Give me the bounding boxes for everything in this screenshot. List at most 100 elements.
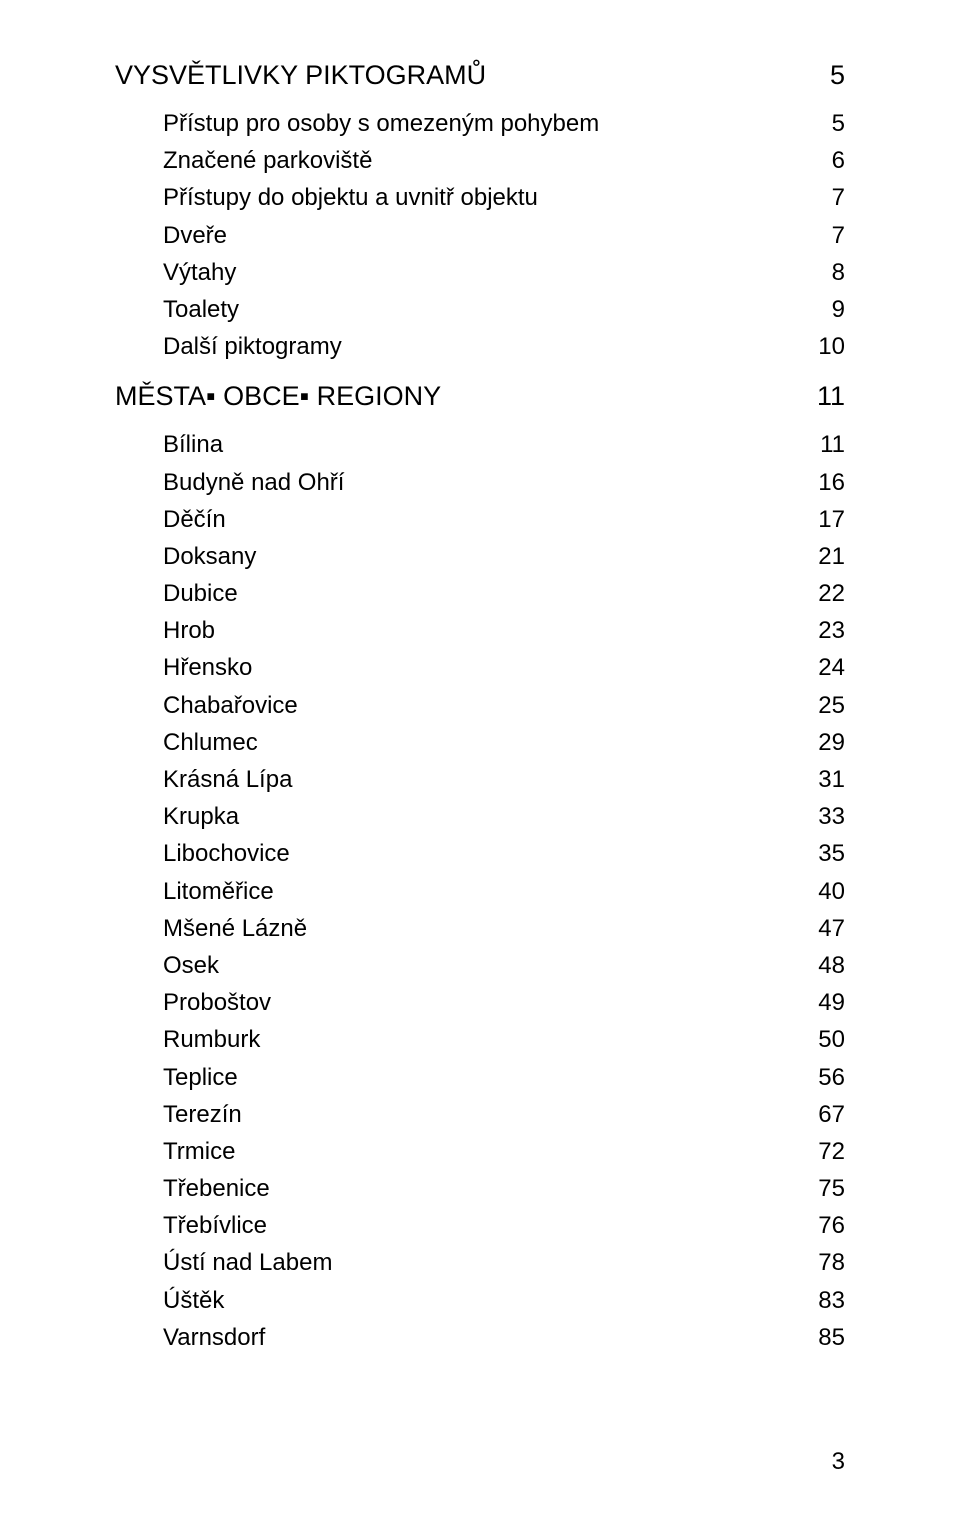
toc-item: Hřensko 24 bbox=[115, 649, 845, 686]
item-page: 16 bbox=[785, 464, 845, 501]
toc-item: Třebenice 75 bbox=[115, 1170, 845, 1207]
toc-item: Mšené Lázně 47 bbox=[115, 910, 845, 947]
section-page: 5 bbox=[785, 62, 845, 89]
item-label: Terezín bbox=[163, 1096, 242, 1133]
item-page: 83 bbox=[785, 1282, 845, 1319]
item-page: 7 bbox=[785, 217, 845, 254]
toc-item: Budyně nad Ohří 16 bbox=[115, 464, 845, 501]
toc-item: Libochovice 35 bbox=[115, 835, 845, 872]
item-label: Dubice bbox=[163, 575, 238, 612]
toc-item: Chlumec 29 bbox=[115, 724, 845, 761]
item-page: 78 bbox=[785, 1244, 845, 1281]
item-label: Výtahy bbox=[163, 254, 236, 291]
page-number: 3 bbox=[832, 1448, 845, 1476]
item-label: Toalety bbox=[163, 291, 239, 328]
item-label: Hřensko bbox=[163, 649, 252, 686]
item-page: 35 bbox=[785, 835, 845, 872]
toc-item: Doksany 21 bbox=[115, 538, 845, 575]
item-label: Varnsdorf bbox=[163, 1319, 265, 1356]
item-label: Přístupy do objektu a uvnitř objektu bbox=[163, 179, 538, 216]
item-label: Krásná Lípa bbox=[163, 761, 292, 798]
toc-item: Značené parkoviště 6 bbox=[115, 142, 845, 179]
toc-item: Bílina 11 bbox=[115, 426, 845, 463]
toc-item: Úštěk 83 bbox=[115, 1282, 845, 1319]
toc-item: Krupka 33 bbox=[115, 798, 845, 835]
item-page: 50 bbox=[785, 1021, 845, 1058]
toc-item: Přístupy do objektu a uvnitř objektu 7 bbox=[115, 179, 845, 216]
toc-item: Varnsdorf 85 bbox=[115, 1319, 845, 1356]
item-page: 56 bbox=[785, 1059, 845, 1096]
item-label: Mšené Lázně bbox=[163, 910, 307, 947]
toc-section-header: MĚSTA▪ OBCE▪ REGIONY 11 bbox=[115, 383, 845, 410]
item-page: 76 bbox=[785, 1207, 845, 1244]
item-page: 22 bbox=[785, 575, 845, 612]
item-page: 17 bbox=[785, 501, 845, 538]
toc-section: VYSVĚTLIVKY PIKTOGRAMŮ 5 Přístup pro oso… bbox=[115, 62, 845, 365]
toc-item: Krásná Lípa 31 bbox=[115, 761, 845, 798]
toc-item: Hrob 23 bbox=[115, 612, 845, 649]
toc-item: Dveře 7 bbox=[115, 217, 845, 254]
toc-section: MĚSTA▪ OBCE▪ REGIONY 11 Bílina 11 Budyně… bbox=[115, 383, 845, 1356]
item-label: Chlumec bbox=[163, 724, 258, 761]
item-label: Teplice bbox=[163, 1059, 238, 1096]
item-label: Děčín bbox=[163, 501, 226, 538]
toc-item: Litoměřice 40 bbox=[115, 873, 845, 910]
item-label: Hrob bbox=[163, 612, 215, 649]
item-label: Krupka bbox=[163, 798, 239, 835]
toc-item: Chabařovice 25 bbox=[115, 687, 845, 724]
toc-page: VYSVĚTLIVKY PIKTOGRAMŮ 5 Přístup pro oso… bbox=[0, 0, 960, 1536]
toc-item: Osek 48 bbox=[115, 947, 845, 984]
item-label: Třebívlice bbox=[163, 1207, 267, 1244]
toc-item: Terezín 67 bbox=[115, 1096, 845, 1133]
item-page: 75 bbox=[785, 1170, 845, 1207]
item-page: 7 bbox=[785, 179, 845, 216]
item-label: Doksany bbox=[163, 538, 256, 575]
section-page: 11 bbox=[785, 383, 845, 410]
item-page: 47 bbox=[785, 910, 845, 947]
toc-item: Děčín 17 bbox=[115, 501, 845, 538]
item-label: Úštěk bbox=[163, 1282, 224, 1319]
toc-item: Teplice 56 bbox=[115, 1059, 845, 1096]
item-label: Dveře bbox=[163, 217, 227, 254]
item-label: Litoměřice bbox=[163, 873, 274, 910]
item-label: Rumburk bbox=[163, 1021, 260, 1058]
item-page: 40 bbox=[785, 873, 845, 910]
item-page: 21 bbox=[785, 538, 845, 575]
item-page: 67 bbox=[785, 1096, 845, 1133]
item-page: 72 bbox=[785, 1133, 845, 1170]
item-label: Budyně nad Ohří bbox=[163, 464, 344, 501]
item-page: 9 bbox=[785, 291, 845, 328]
item-label: Bílina bbox=[163, 426, 223, 463]
item-page: 8 bbox=[785, 254, 845, 291]
toc-item: Přístup pro osoby s omezeným pohybem 5 bbox=[115, 105, 845, 142]
toc-item: Výtahy 8 bbox=[115, 254, 845, 291]
item-label: Třebenice bbox=[163, 1170, 270, 1207]
item-label: Další piktogramy bbox=[163, 328, 342, 365]
item-page: 24 bbox=[785, 649, 845, 686]
item-page: 6 bbox=[785, 142, 845, 179]
item-label: Proboštov bbox=[163, 984, 271, 1021]
item-label: Přístup pro osoby s omezeným pohybem bbox=[163, 105, 599, 142]
toc-item: Proboštov 49 bbox=[115, 984, 845, 1021]
toc-item: Ústí nad Labem 78 bbox=[115, 1244, 845, 1281]
toc-item: Další piktogramy 10 bbox=[115, 328, 845, 365]
item-page: 11 bbox=[785, 426, 845, 463]
item-page: 10 bbox=[785, 328, 845, 365]
item-page: 49 bbox=[785, 984, 845, 1021]
toc-section-header: VYSVĚTLIVKY PIKTOGRAMŮ 5 bbox=[115, 62, 845, 89]
item-label: Osek bbox=[163, 947, 219, 984]
item-page: 5 bbox=[785, 105, 845, 142]
item-page: 85 bbox=[785, 1319, 845, 1356]
item-label: Trmice bbox=[163, 1133, 235, 1170]
toc-item: Třebívlice 76 bbox=[115, 1207, 845, 1244]
section-title: MĚSTA▪ OBCE▪ REGIONY bbox=[115, 383, 441, 410]
toc-item: Trmice 72 bbox=[115, 1133, 845, 1170]
item-label: Libochovice bbox=[163, 835, 290, 872]
item-page: 48 bbox=[785, 947, 845, 984]
item-label: Chabařovice bbox=[163, 687, 298, 724]
item-page: 23 bbox=[785, 612, 845, 649]
toc-item: Rumburk 50 bbox=[115, 1021, 845, 1058]
toc-item: Dubice 22 bbox=[115, 575, 845, 612]
toc-item: Toalety 9 bbox=[115, 291, 845, 328]
item-page: 31 bbox=[785, 761, 845, 798]
